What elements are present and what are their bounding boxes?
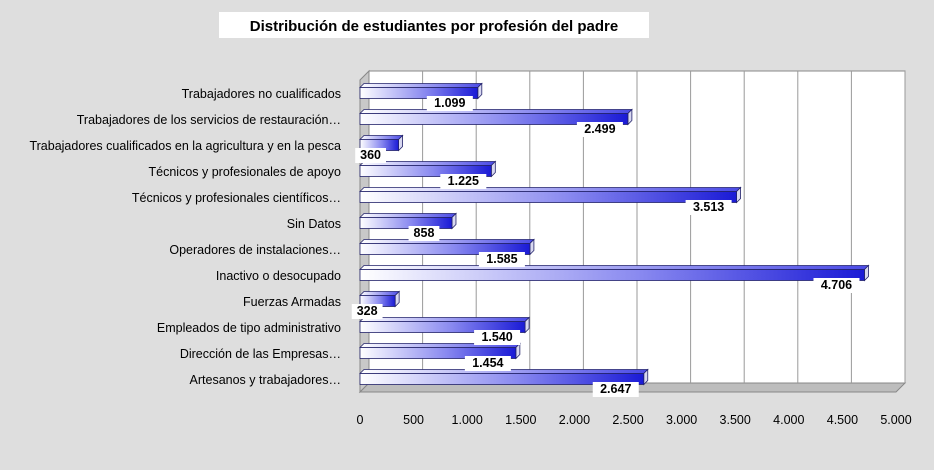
data-label-box: [464, 356, 511, 371]
bar-top: [359, 135, 404, 140]
bar: [359, 373, 645, 385]
bar-top: [359, 109, 633, 114]
x-tick-label: 5.000: [880, 413, 911, 427]
bar: [359, 165, 492, 177]
data-label: 2.499: [584, 122, 615, 136]
bar: [359, 87, 479, 99]
x-tick-label: 3.500: [720, 413, 751, 427]
category-label: Dirección de las Empresas…: [180, 347, 341, 361]
data-label-box: [478, 252, 525, 267]
data-label: 360: [360, 148, 381, 162]
data-label: 858: [414, 226, 435, 240]
data-label-box: [351, 304, 383, 319]
data-label: 328: [357, 304, 378, 318]
data-label: 1.099: [434, 96, 465, 110]
data-label: 1.585: [486, 252, 517, 266]
x-tick-label: 4.500: [827, 413, 858, 427]
category-label: Operadores de instalaciones…: [169, 243, 341, 257]
category-label: Trabajadores de los servicios de restaur…: [77, 113, 341, 127]
data-label-box: [426, 96, 473, 111]
data-label-box: [440, 174, 487, 189]
bar-top: [359, 187, 742, 192]
bar: [359, 217, 453, 229]
data-label-box: [408, 226, 440, 241]
data-label: 1.540: [481, 330, 512, 344]
data-label-box: [576, 122, 623, 137]
data-label: 1.454: [472, 356, 503, 370]
bar-top: [359, 239, 535, 244]
data-label-box: [592, 382, 639, 397]
category-label: Trabajadores no cualificados: [182, 87, 341, 101]
bar-top: [359, 213, 457, 218]
bar: [359, 321, 526, 333]
x-tick-label: 500: [403, 413, 424, 427]
data-label-box: [685, 200, 732, 215]
x-tick-label: 0: [357, 413, 364, 427]
chart-title: Distribución de estudiantes por profesió…: [250, 18, 618, 35]
data-label: 2.647: [600, 382, 631, 396]
bar-top: [359, 265, 870, 270]
bar-top: [359, 83, 483, 88]
category-label: Técnicos y profesionales científicos…: [132, 191, 341, 205]
x-tick-label: 3.000: [666, 413, 697, 427]
title-box: [219, 12, 649, 38]
category-label: Sin Datos: [287, 217, 341, 231]
bar: [359, 113, 629, 125]
category-label: Trabajadores cualificados en la agricult…: [29, 139, 341, 153]
bar: [359, 347, 517, 359]
bar-top: [359, 317, 531, 322]
category-label: Fuerzas Armadas: [243, 295, 341, 309]
data-label-box: [474, 330, 521, 345]
bar-top: [359, 291, 401, 296]
category-label: Artesanos y trabajadores…: [190, 373, 341, 387]
x-tick-label: 2.000: [559, 413, 590, 427]
category-label: Inactivo o desocupado: [216, 269, 341, 283]
category-label: Técnicos y profesionales de apoyo: [149, 165, 342, 179]
data-label: 1.225: [448, 174, 479, 188]
bar: [359, 243, 531, 255]
x-tick-label: 4.000: [773, 413, 804, 427]
data-label-box: [813, 278, 860, 293]
bar: [359, 191, 737, 203]
x-tick-label: 1.500: [505, 413, 536, 427]
x-tick-label: 2.500: [612, 413, 643, 427]
x-tick-label: 1.000: [452, 413, 483, 427]
category-label: Empleados de tipo administrativo: [157, 321, 341, 335]
bar: [359, 269, 865, 281]
data-label: 3.513: [693, 200, 724, 214]
data-label-box: [355, 148, 386, 163]
data-label: 4.706: [821, 278, 852, 292]
